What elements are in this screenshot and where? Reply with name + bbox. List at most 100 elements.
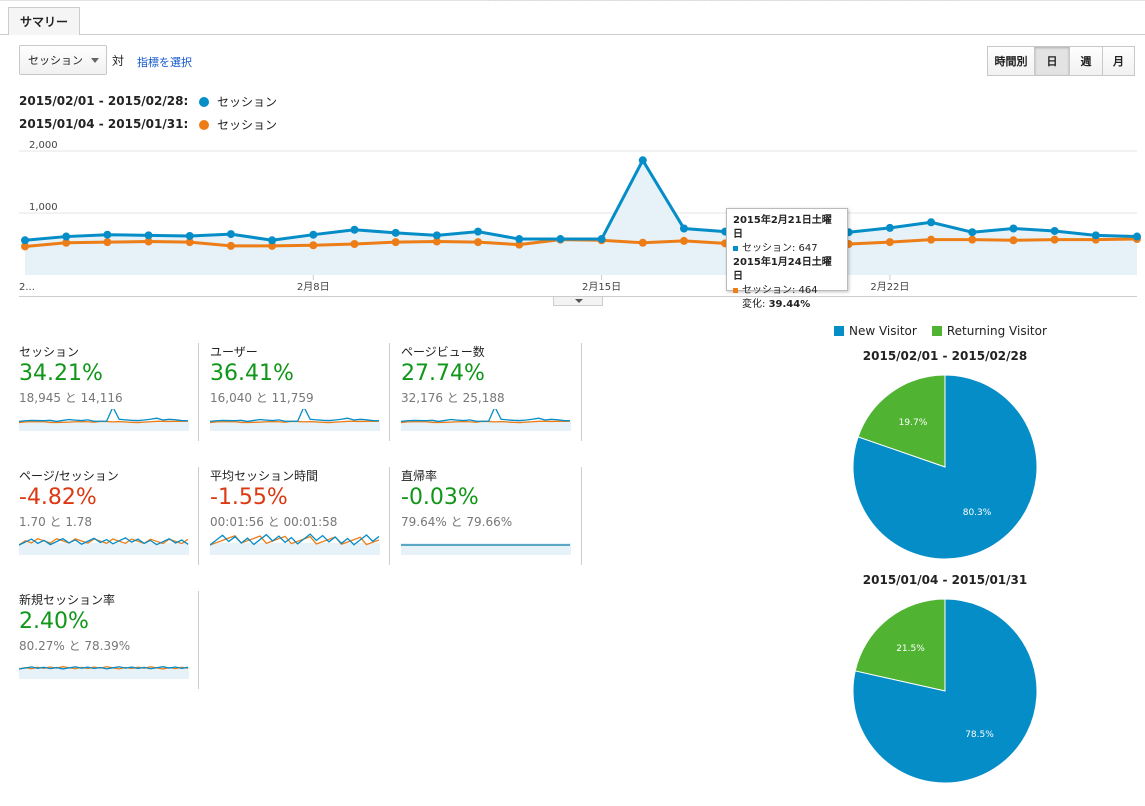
collapse-chart-button[interactable] [553, 297, 603, 306]
chart-bottom-border [19, 296, 1137, 297]
metric-change: -1.55% [210, 485, 288, 510]
series-current-point[interactable] [515, 235, 524, 244]
metric-comparison: 18,945 と 14,116 [19, 391, 123, 405]
divider [581, 343, 582, 441]
series-previous-point[interactable] [185, 238, 194, 247]
series-previous-point[interactable] [885, 238, 894, 247]
metric-card-pageviews[interactable]: ページビュー数 27.74% 32,176 と 25,188 [401, 343, 583, 441]
series-previous-point[interactable] [103, 238, 112, 247]
metric-card-sessions[interactable]: セッション 34.21% 18,945 と 14,116 [19, 343, 201, 441]
series-current-point[interactable] [226, 230, 235, 239]
series-previous-point[interactable] [432, 237, 441, 246]
pie-legend-new[interactable]: New Visitor [849, 324, 917, 338]
legend-current[interactable]: セッション [199, 93, 277, 110]
tab-summary[interactable]: サマリー [8, 7, 80, 35]
divider [389, 467, 390, 565]
series-current-point[interactable] [62, 232, 71, 241]
series-previous-point[interactable] [268, 241, 277, 250]
previous-range-label: 2015/01/04 - 2015/01/31: [19, 117, 189, 131]
granularity-week-button[interactable]: 週 [1069, 46, 1103, 76]
series-current-point[interactable] [1050, 226, 1059, 235]
tooltip-value-current: セッション: 647 [733, 242, 841, 256]
series-previous-point[interactable] [21, 242, 29, 251]
series-previous-point[interactable] [1009, 236, 1018, 245]
x-tick-label: 2月8日 [297, 281, 330, 293]
series-current-point[interactable] [1133, 232, 1141, 241]
series-current-point[interactable] [432, 231, 441, 240]
series-previous-point[interactable] [515, 240, 524, 249]
metric-name: 新規セッション率 [19, 593, 116, 607]
pie-legend-returning[interactable]: Returning Visitor [946, 324, 1047, 338]
x-tick-label: 2月22日 [870, 281, 909, 293]
pie-slice-new[interactable] [852, 374, 1038, 560]
metric-change: 27.74% [401, 361, 485, 386]
series-current-point[interactable] [679, 224, 688, 233]
select-metric-link[interactable]: 指標を選択 [137, 56, 192, 69]
legend-previous[interactable]: セッション [199, 116, 277, 133]
series-previous-point[interactable] [679, 236, 688, 245]
series-previous-point[interactable] [1050, 235, 1059, 244]
tooltip-date-previous: 2015年1月24日土曜日 [733, 257, 832, 282]
divider [198, 591, 199, 689]
legend-current-label: セッション [217, 95, 278, 109]
series-current-point[interactable] [597, 235, 606, 244]
series-current-point[interactable] [21, 236, 29, 245]
pie-chart-current[interactable]: 19.7% 80.3% [850, 372, 1040, 562]
series-current-point[interactable] [1091, 231, 1100, 240]
pie-label-new: 78.5% [965, 730, 994, 740]
series-previous-point[interactable] [927, 235, 936, 244]
series-current-point[interactable] [927, 218, 936, 227]
series-previous-point[interactable] [474, 238, 483, 247]
pie-title-previous: 2015/01/04 - 2015/01/31 [862, 573, 1028, 587]
tooltip-previous-marker [733, 287, 738, 293]
series-current-point[interactable] [144, 231, 153, 240]
series-current-point[interactable] [638, 156, 647, 165]
sparkline-area [401, 543, 571, 555]
pie-label-new: 80.3% [963, 508, 992, 518]
sessions-line-chart[interactable]: 2,000 1,000 2... 2月8日 2月15日 2月22日 [0, 138, 1145, 298]
series-current-point[interactable] [391, 228, 400, 237]
series-previous-point[interactable] [309, 241, 318, 250]
metric-change: -4.82% [19, 485, 97, 510]
metric-card-bounce-rate[interactable]: 直帰率 -0.03% 79.64% と 79.66% [401, 467, 583, 565]
metric-select[interactable]: セッション [19, 45, 107, 75]
granularity-hourly-button[interactable]: 時間別 [987, 46, 1035, 76]
pie-label-returning: 21.5% [896, 644, 925, 654]
metric-sparkline [210, 409, 380, 431]
series-current-point[interactable] [1009, 224, 1018, 233]
series-current-point[interactable] [968, 228, 977, 237]
metric-comparison: 00:01:56 と 00:01:58 [210, 515, 338, 529]
series-previous-point[interactable] [391, 238, 400, 247]
series-current-point[interactable] [556, 235, 565, 244]
metric-comparison: 16,040 と 11,759 [210, 391, 314, 405]
series-current-point[interactable] [474, 227, 483, 236]
series-previous-point[interactable] [638, 238, 647, 247]
series-current-point[interactable] [268, 236, 277, 245]
series-current-point[interactable] [885, 223, 894, 232]
series-previous-point[interactable] [968, 235, 977, 244]
series-previous-point[interactable] [62, 238, 71, 247]
metric-card-users[interactable]: ユーザー 36.41% 16,040 と 11,759 [210, 343, 392, 441]
granularity-day-button[interactable]: 日 [1034, 46, 1070, 76]
chart-tooltip: 2015年2月21日土曜日 セッション: 647 2015年1月24日土曜日 セ… [726, 208, 848, 310]
pie-slice-returning[interactable] [854, 598, 946, 692]
metric-card-pages-per-session[interactable]: ページ/セッション -4.82% 1.70 と 1.78 [19, 467, 201, 565]
series-current-point[interactable] [185, 231, 194, 240]
current-range-label: 2015/02/01 - 2015/02/28: [19, 94, 189, 108]
granularity-month-button[interactable]: 月 [1102, 46, 1135, 76]
pie-slice-new[interactable] [852, 598, 1038, 784]
series-current-point[interactable] [103, 230, 112, 239]
divider [198, 343, 199, 441]
series-current-point[interactable] [309, 230, 318, 239]
tooltip-value-previous-text: セッション: 464 [742, 285, 818, 296]
sparkline-area [210, 543, 380, 555]
tooltip-value-current-text: セッション: 647 [742, 243, 818, 254]
series-previous-point[interactable] [144, 237, 153, 246]
series-previous-point[interactable] [350, 240, 359, 248]
series-current-point[interactable] [350, 225, 359, 234]
metric-comparison: 79.64% と 79.66% [401, 515, 513, 529]
series-previous-point[interactable] [226, 241, 235, 250]
metric-card-new-session-rate[interactable]: 新規セッション率 2.40% 80.27% と 78.39% [19, 591, 201, 689]
pie-chart-previous[interactable]: 21.5% 78.5% [850, 596, 1040, 786]
metric-card-avg-session-duration[interactable]: 平均セッション時間 -1.55% 00:01:56 と 00:01:58 [210, 467, 392, 565]
